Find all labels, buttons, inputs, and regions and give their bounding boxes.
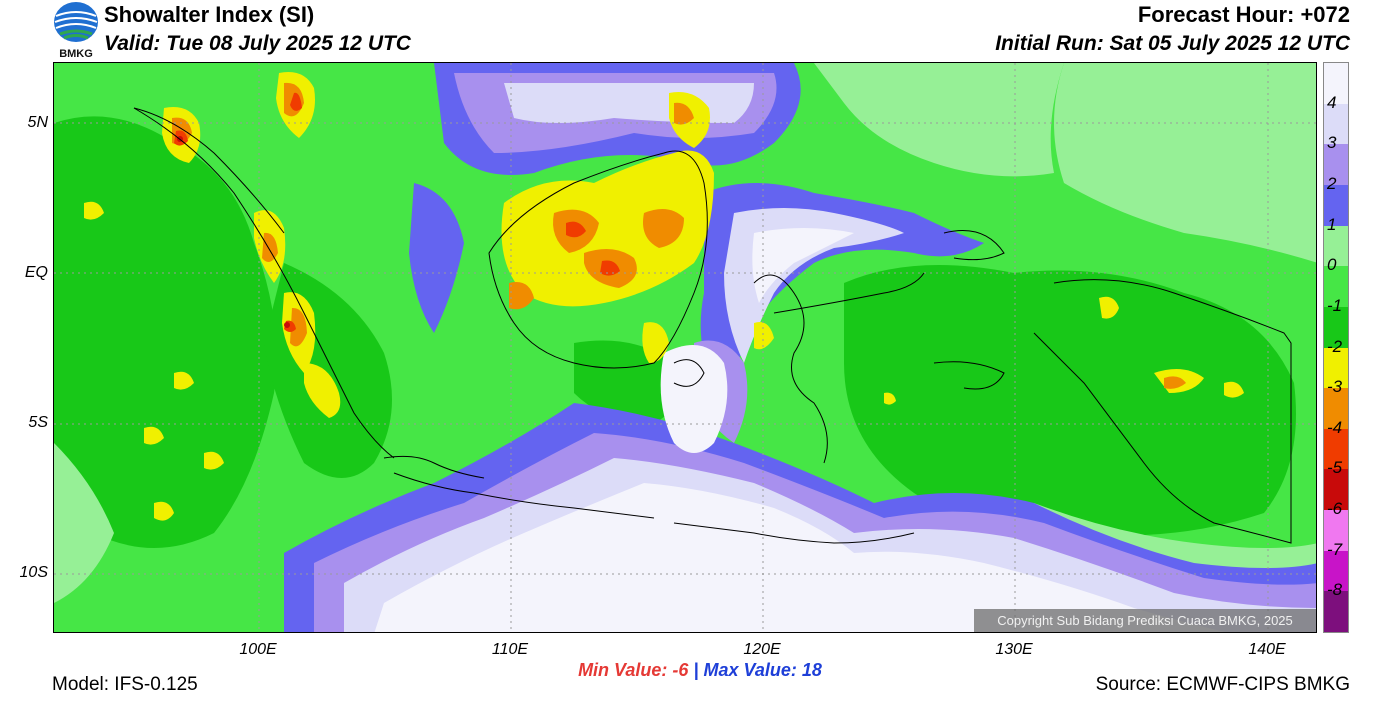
colorbar-segment — [1324, 63, 1348, 105]
forecast-hour: Forecast Hour: +072 — [1137, 2, 1350, 27]
colorbar-label: 2 — [1327, 173, 1337, 193]
lat-label-10s: 10S — [19, 564, 48, 581]
colorbar-label: -2 — [1327, 336, 1343, 356]
svg-text:BMKG: BMKG — [59, 48, 93, 60]
colorbar-segment — [1324, 225, 1348, 267]
colorbar-label: 4 — [1327, 92, 1337, 112]
colorbar-segment — [1324, 469, 1348, 511]
bmkg-logo: BMKG — [52, 0, 100, 60]
colorbar-segment — [1324, 103, 1348, 145]
min-label: Min Value: — [578, 660, 668, 680]
data-source: Source: ECMWF-CIPS BMKG — [1095, 674, 1350, 695]
colorbar-segment — [1324, 266, 1348, 308]
colorbar-segment — [1324, 184, 1348, 227]
colorbar-segment — [1324, 591, 1348, 633]
colorbar-label: -7 — [1327, 539, 1343, 559]
lon-label-130e: 130E — [995, 641, 1033, 658]
valid-time: Valid: Tue 08 July 2025 12 UTC — [104, 32, 411, 55]
colorbar-segment — [1324, 347, 1348, 389]
lat-label-5s: 5S — [28, 414, 48, 431]
lon-label-110e: 110E — [491, 641, 529, 658]
max-value: 18 — [801, 660, 822, 680]
colorbar-segment — [1324, 144, 1348, 186]
colorbar-segment — [1324, 428, 1348, 470]
colorbar-label: -8 — [1327, 580, 1343, 600]
colorbar-segment — [1324, 388, 1348, 430]
map-title: Showalter Index (SI) — [104, 2, 315, 27]
colorbar-label: -6 — [1327, 499, 1343, 519]
model-name: Model: IFS-0.125 — [52, 674, 198, 695]
colorbar-label: -5 — [1327, 458, 1343, 478]
colorbar-segment — [1324, 510, 1348, 552]
colorbar-label: -3 — [1327, 377, 1343, 397]
colorbar-label: 1 — [1327, 214, 1337, 234]
colorbar-label: -4 — [1327, 417, 1343, 437]
colorbar-segment — [1324, 550, 1348, 592]
lon-label-100e: 100E — [239, 641, 277, 658]
lat-label-5n: 5N — [27, 114, 48, 131]
copyright-notice: Copyright Sub Bidang Prediksi Cuaca BMKG… — [974, 609, 1316, 632]
lon-label-140e: 140E — [1248, 641, 1286, 658]
colorbar — [1323, 62, 1349, 633]
colorbar-label: -1 — [1327, 295, 1343, 315]
initial-run: Initial Run: Sat 05 July 2025 12 UTC — [995, 32, 1350, 55]
colorbar-segment — [1324, 306, 1348, 348]
colorbar-label: 3 — [1327, 133, 1337, 153]
min-max-separator: | — [693, 660, 699, 680]
min-max-values: Min Value: -6 | Max Value: 18 — [0, 660, 1400, 681]
max-label: Max Value: — [703, 660, 797, 680]
min-value: -6 — [672, 660, 689, 680]
colorbar-label: 0 — [1327, 255, 1337, 275]
si-forecast-map — [53, 62, 1317, 633]
lat-label-eq: EQ — [24, 264, 48, 281]
lon-label-120e: 120E — [743, 641, 781, 658]
